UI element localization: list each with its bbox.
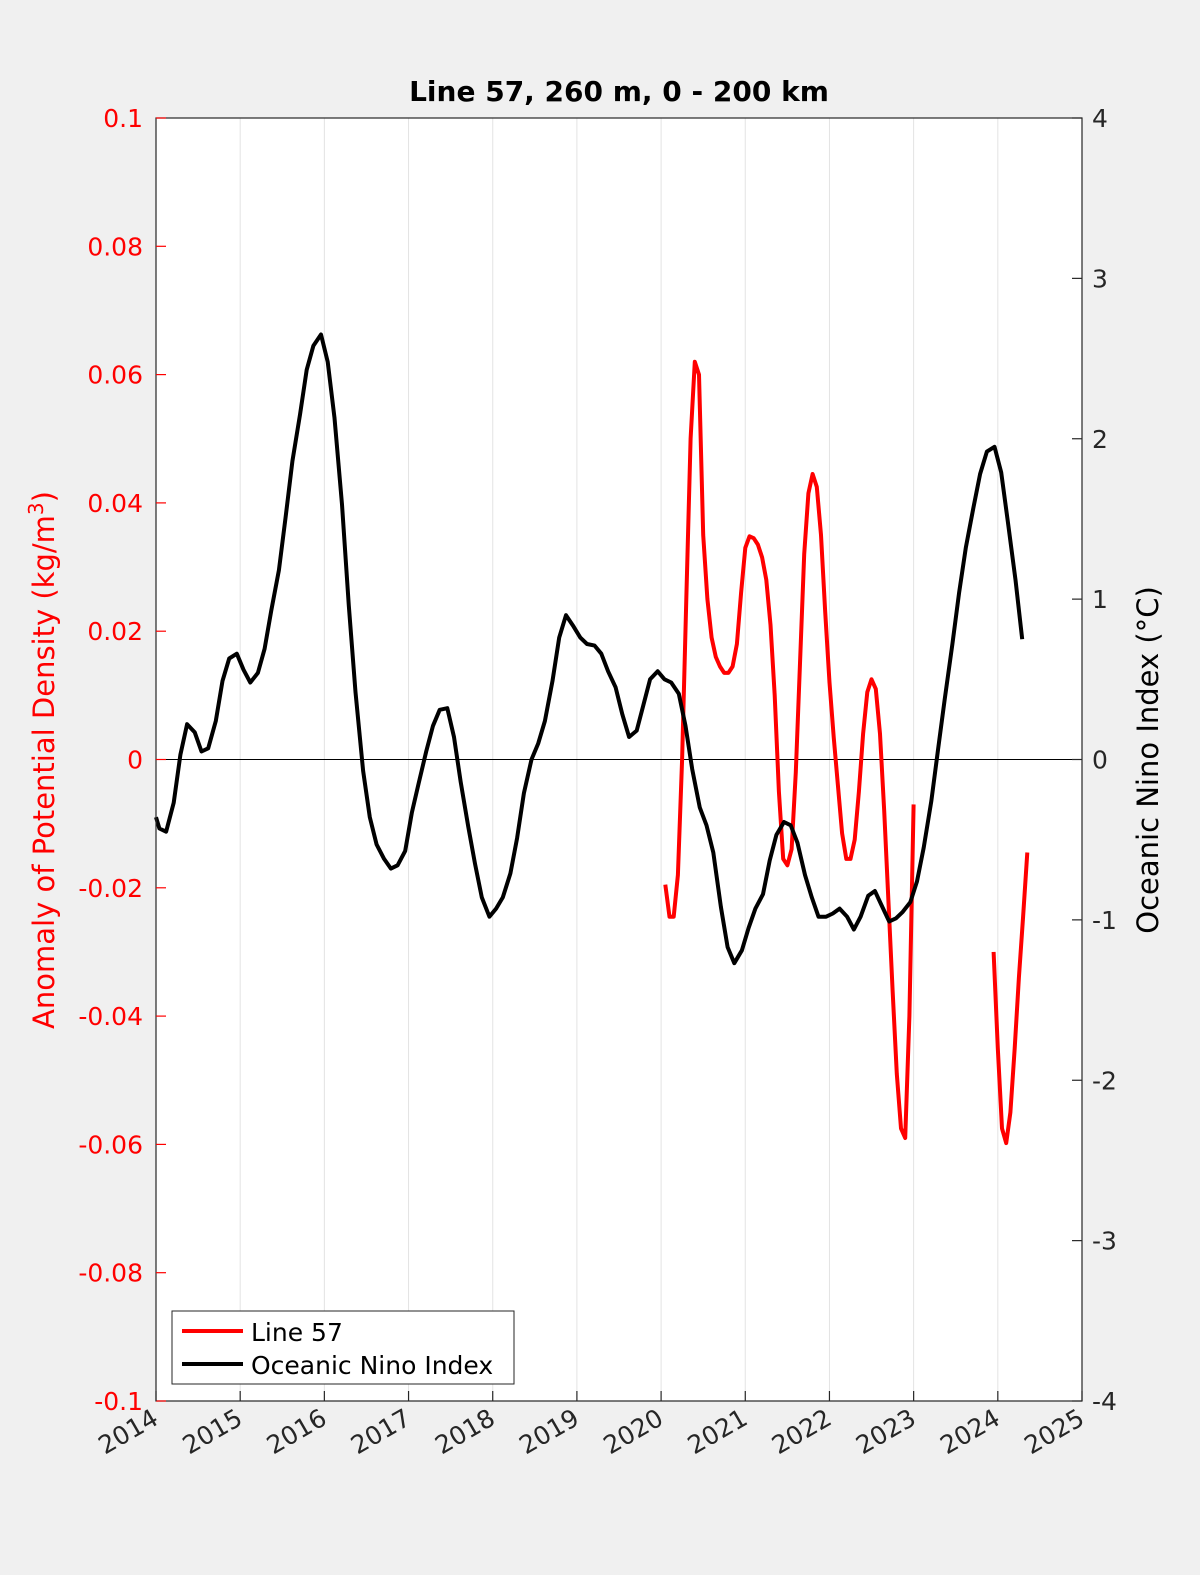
series-line-line-57-segment-1 bbox=[663, 359, 916, 1140]
left-tick-label-3: -0.04 bbox=[78, 1002, 143, 1031]
left-tick-label-0: -0.1 bbox=[94, 1387, 143, 1416]
left-tick-label-10: 0.1 bbox=[103, 104, 143, 133]
series-line-line-57-segment-2 bbox=[991, 852, 1030, 1146]
series-layer bbox=[154, 332, 1030, 1146]
legend-label-line57: Line 57 bbox=[251, 1318, 343, 1347]
left-axis-label-main: Anomaly of Potential Density (kg/m bbox=[27, 515, 61, 1029]
left-tick-label-7: 0.04 bbox=[87, 489, 143, 518]
left-axis-label: Anomaly of Potential Density (kg/m3) bbox=[24, 491, 61, 1029]
left-y-axis: -0.1 -0.08 -0.06 -0.04 -0.02 0 0.02 0.04 0.06 0.0… bbox=[78, 104, 166, 1416]
left-tick-label-1: -0.08 bbox=[78, 1259, 143, 1288]
series-line-oceanic-nino-index-segment-1 bbox=[154, 332, 1025, 966]
right-tick-label-3: -1 bbox=[1092, 906, 1117, 935]
legend-label-oni: Oceanic Nino Index bbox=[251, 1351, 493, 1380]
left-tick-label-9: 0.08 bbox=[87, 232, 143, 261]
legend-box bbox=[171, 1310, 515, 1385]
right-tick-label-5: 1 bbox=[1092, 585, 1108, 614]
left-axis-label-superscript: 3 bbox=[24, 502, 48, 515]
right-tick-label-8: 4 bbox=[1092, 104, 1108, 133]
left-tick-label-4: -0.02 bbox=[78, 874, 143, 903]
left-tick-label-6: 0.02 bbox=[87, 617, 143, 646]
right-tick-label-0: -4 bbox=[1092, 1387, 1117, 1416]
legend: Line 57 Oceanic Nino Index bbox=[171, 1310, 515, 1385]
right-tick-label-7: 3 bbox=[1092, 264, 1108, 293]
left-tick-label-2: -0.06 bbox=[78, 1130, 143, 1159]
chart-title: Line 57, 260 m, 0 - 200 km bbox=[409, 75, 829, 108]
right-tick-label-2: -2 bbox=[1092, 1066, 1117, 1095]
left-tick-label-5: 0 bbox=[127, 746, 143, 775]
right-tick-label-4: 0 bbox=[1092, 746, 1108, 775]
left-axis-label-close: ) bbox=[27, 491, 61, 502]
left-tick-label-8: 0.06 bbox=[87, 361, 143, 390]
right-y-axis: -4 -3 -2 -1 0 1 2 3 4 bbox=[1072, 104, 1117, 1416]
right-tick-label-6: 2 bbox=[1092, 425, 1108, 454]
right-tick-label-1: -3 bbox=[1092, 1227, 1117, 1256]
right-axis-label: Oceanic Nino Index (°C) bbox=[1131, 586, 1165, 934]
